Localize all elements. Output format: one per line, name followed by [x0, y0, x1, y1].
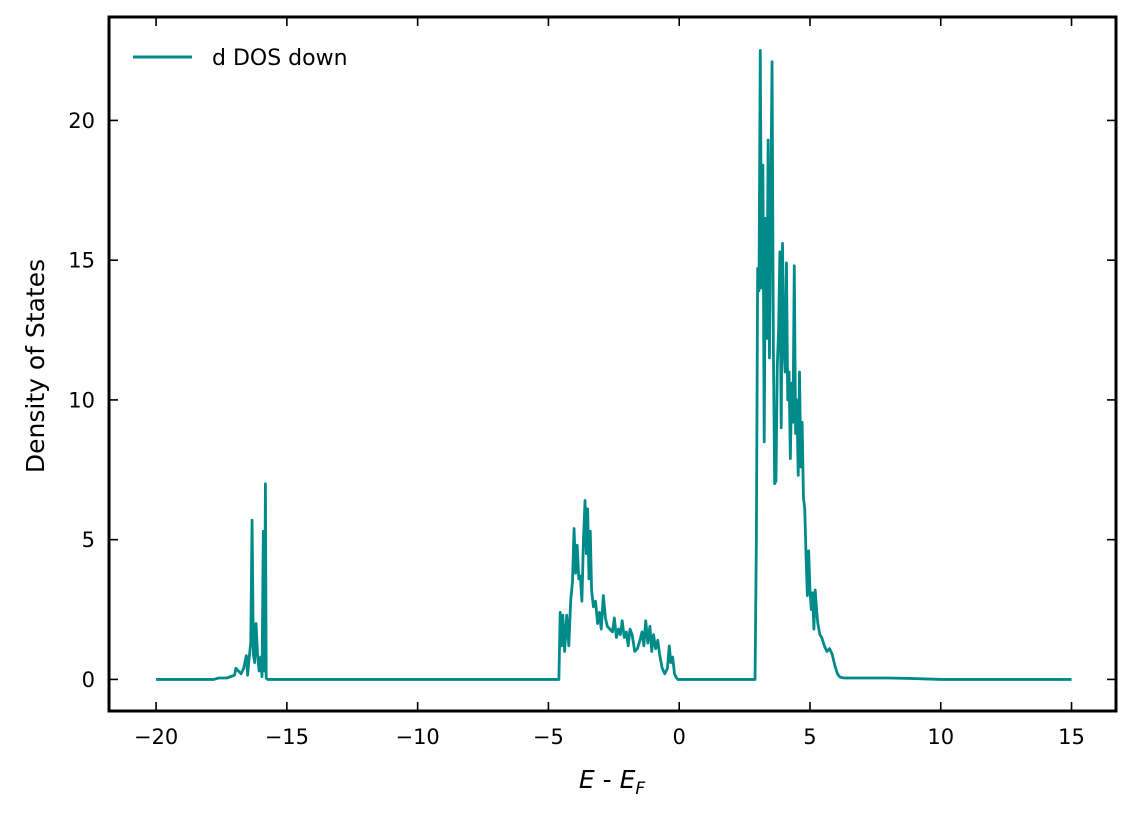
- x-tick-label: 5: [803, 725, 816, 749]
- x-axis-label-main: E: [579, 765, 595, 794]
- x-tick-label: −10: [395, 725, 439, 749]
- y-tick-label: 0: [82, 668, 95, 692]
- plot-background: [109, 17, 1116, 711]
- x-tick-label: −5: [533, 725, 564, 749]
- y-tick-label: 15: [68, 249, 95, 273]
- y-tick-label: 20: [68, 109, 95, 133]
- x-axis-label-sub-base: E: [620, 765, 636, 794]
- x-axis-label-subscript: F: [635, 779, 645, 799]
- legend: d DOS down: [133, 46, 348, 71]
- x-axis-label: E - EF: [579, 765, 646, 799]
- tick-labels: −20 −15 −10 −5 0 5 10 15 0 5 10 15 20: [68, 109, 1085, 749]
- legend-label: d DOS down: [212, 46, 348, 71]
- x-axis-label-sep: -: [595, 765, 620, 794]
- plot-frame: [107, 15, 1118, 713]
- x-tick-label: 15: [1058, 725, 1085, 749]
- x-tick-label: 0: [673, 725, 686, 749]
- x-tick-label: 10: [927, 725, 954, 749]
- series-line-d-dos-down: [156, 49, 1072, 681]
- y-axis-label: Density of States: [21, 259, 50, 473]
- x-tick-label: −15: [265, 725, 309, 749]
- y-tick-label: 10: [68, 388, 95, 412]
- y-tick-label: 5: [82, 528, 95, 552]
- x-tick-label: −20: [134, 725, 178, 749]
